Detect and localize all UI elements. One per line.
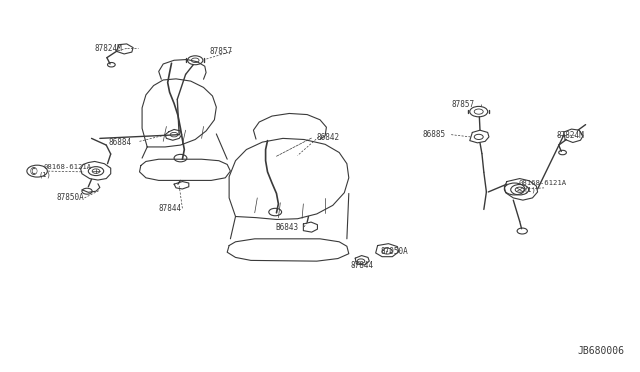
Text: (1): (1): [524, 187, 536, 193]
Text: 86885: 86885: [422, 130, 445, 139]
Text: 87824M: 87824M: [557, 131, 584, 140]
Text: (1): (1): [38, 171, 51, 178]
Text: 86842: 86842: [317, 133, 340, 142]
Text: 08168-6121A: 08168-6121A: [44, 164, 92, 170]
Text: 08168-6121A: 08168-6121A: [518, 180, 566, 186]
Text: 87824M: 87824M: [95, 44, 122, 53]
Text: 87050A: 87050A: [381, 247, 408, 256]
Text: 87844: 87844: [351, 262, 374, 270]
Text: JB680006: JB680006: [577, 346, 624, 356]
Text: 87844: 87844: [159, 204, 182, 213]
Text: 87850A: 87850A: [56, 193, 84, 202]
Text: 87857: 87857: [451, 100, 474, 109]
Text: 86884: 86884: [109, 138, 132, 147]
Text: 87857: 87857: [210, 47, 233, 56]
Text: B6843: B6843: [275, 223, 298, 232]
Text: ©: ©: [28, 167, 38, 177]
